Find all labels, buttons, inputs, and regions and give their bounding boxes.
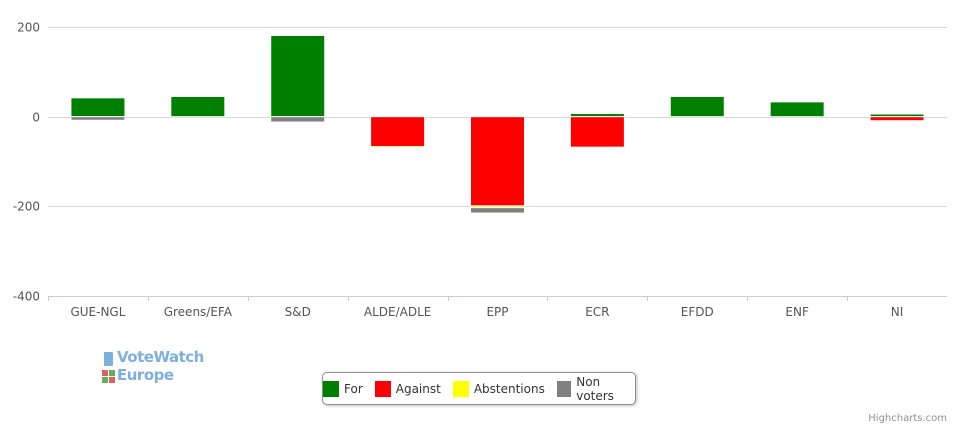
- logo-line-2: Europe: [117, 366, 174, 384]
- x-tick-label-3: ALDE/ADLE: [364, 305, 431, 319]
- y-tick-label-1: 0: [32, 111, 40, 125]
- bar-layer: [70, 35, 925, 214]
- legend-swatch: [556, 380, 572, 397]
- bar-against-5[interactable]: [569, 116, 625, 148]
- x-tick-label-0: GUE-NGL: [70, 305, 125, 319]
- legend-label: Abstentions: [473, 381, 545, 396]
- legend-item-for[interactable]: For: [323, 380, 363, 397]
- bar-against-4[interactable]: [470, 116, 525, 207]
- bar-for-1[interactable]: [170, 95, 226, 118]
- bar-non-voters-4[interactable]: [470, 207, 525, 214]
- bar-for-2[interactable]: [270, 35, 326, 118]
- logo-text: VoteWatch Europe: [117, 348, 204, 384]
- legend-item-abstentions[interactable]: Abstentions: [452, 380, 545, 397]
- votewatch-logo: VoteWatch Europe: [102, 348, 204, 390]
- bar-for-7[interactable]: [769, 101, 825, 118]
- axis-layer: 200 0 -200 -400 GUE-NGL Greens/EFA S&D ALDE/ADL…: [13, 21, 904, 320]
- x-tick-label-1: Greens/EFA: [164, 305, 233, 319]
- bar-non-voters-2[interactable]: [270, 116, 326, 123]
- credits-link[interactable]: Highcharts.com: [868, 413, 947, 424]
- bar-for-6[interactable]: [669, 95, 725, 118]
- bar-non-voters-0[interactable]: [70, 116, 126, 121]
- legend: For Against Abstentions Non voters: [322, 372, 636, 405]
- x-tick-label-7: ENF: [785, 305, 809, 319]
- x-tick-label-2: S&D: [285, 305, 311, 319]
- x-tick-label-4: EPP: [486, 305, 508, 319]
- y-tick-label-0: 200: [17, 21, 40, 35]
- legend-swatch: [374, 380, 391, 397]
- legend-swatch: [452, 380, 469, 397]
- bar-for-0[interactable]: [70, 97, 126, 118]
- legend-label: For: [344, 381, 363, 396]
- logo-line-1: VoteWatch: [117, 348, 204, 366]
- x-tick-label-6: EFDD: [681, 305, 714, 319]
- bar-against-8[interactable]: [869, 116, 925, 122]
- legend-label: Against: [395, 381, 441, 396]
- y-tick-label-3: -400: [13, 290, 40, 304]
- legend-item-non-voters[interactable]: Non voters: [556, 374, 635, 403]
- x-tick-label-8: NI: [891, 305, 904, 319]
- bar-abstentions-3[interactable]: [370, 146, 426, 149]
- legend-label: Non voters: [576, 374, 614, 403]
- bar-against-3[interactable]: [370, 116, 426, 148]
- legend-swatch: [323, 380, 339, 397]
- x-tick-label-5: ECR: [585, 305, 609, 319]
- y-tick-label-2: -200: [13, 200, 40, 214]
- legend-item-against[interactable]: Against: [374, 380, 441, 397]
- ballot-box-icon: [102, 352, 115, 383]
